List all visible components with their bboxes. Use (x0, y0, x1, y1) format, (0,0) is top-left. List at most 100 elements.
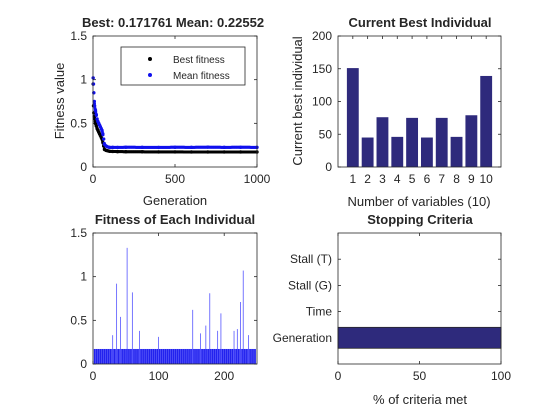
p3-y-tick-label: Stall (G) (288, 278, 332, 292)
p3-y-tick-label: Stall (T) (290, 252, 332, 266)
p0-x-tick-label: 1000 (244, 172, 271, 186)
p1-y-tick-label: 200 (312, 29, 332, 43)
p1-y-ticks: 0 50 100 150 200 (312, 29, 501, 174)
p1-bar (376, 117, 389, 167)
p0-axes-box (92, 35, 258, 168)
p3-x-tick-label: 100 (491, 369, 511, 383)
p2-axes-box (92, 232, 258, 365)
p1-bar (450, 136, 463, 167)
p0-legend-label-mean: Mean fitness (173, 71, 230, 82)
p0-legend-label-best: Best fitness (173, 55, 225, 66)
p1-ylabel: Current best individual (290, 36, 305, 165)
p0-x-tick-label: 0 (90, 172, 97, 186)
p1-title: Current Best Individual (348, 15, 491, 30)
p0-point-best (92, 117, 97, 121)
p1-x-tick-label: 6 (424, 172, 431, 186)
p0-point-mean (101, 137, 106, 141)
p3-bar (337, 326, 502, 349)
p0-point-best (206, 150, 210, 154)
p0-point-best (93, 121, 98, 126)
p0-point-mean (156, 145, 161, 150)
p0-point-best (115, 149, 120, 154)
p1-x-tick-label: 10 (480, 172, 494, 186)
p0-title: Best: 0.171761 Mean: 0.22552 (82, 15, 264, 30)
p0-y-tick-label: 1 (80, 73, 87, 87)
p1-y-tick-label: 150 (312, 62, 332, 76)
p2-x-tick-label: 200 (214, 369, 234, 383)
p0-point-mean (95, 117, 99, 121)
p1-xlabel: Number of variables (10) (347, 194, 490, 209)
p0-x-tick-label: 500 (165, 172, 185, 186)
p0-legend-marker-best (148, 57, 152, 61)
p0-point-best (156, 150, 161, 154)
p0-point-mean (101, 132, 105, 136)
p1-x-tick-label: 1 (349, 172, 356, 186)
p1-y-tick-label: 0 (325, 160, 332, 174)
p0-point-mean (238, 145, 243, 149)
p0-point-best (110, 149, 115, 154)
panel-stopping-criteria: Stopping Criteria % of criteria met Stal… (273, 212, 512, 407)
p1-bar (346, 68, 359, 167)
p0-point-best (94, 124, 98, 128)
p1-x-tick-label: 9 (468, 172, 475, 186)
p0-point-best (238, 150, 243, 154)
p3-x-tick-label: 50 (413, 369, 427, 383)
p0-point-mean (91, 82, 96, 86)
p3-axes-box (337, 232, 502, 365)
p0-point-mean (107, 145, 112, 150)
p2-y-tick-label: 0.5 (70, 313, 87, 327)
p0-point-mean (124, 145, 128, 149)
p1-y-tick-label: 50 (319, 127, 333, 141)
p3-x-tick-label: 0 (335, 369, 342, 383)
p2-y-ticks: 0 0.5 1 1.5 (70, 226, 257, 371)
p1-x-tick-label: 7 (438, 172, 445, 186)
p0-y-tick-label: 0.5 (70, 116, 87, 130)
p1-x-tick-label: 4 (394, 172, 401, 186)
p0-point-best (124, 150, 128, 154)
p0-point-best (189, 150, 194, 154)
p0-point-mean (92, 99, 97, 104)
p0-point-best (107, 149, 112, 153)
p0-xlabel: Generation (143, 193, 207, 208)
p3-x-ticks: 0 50 100 (335, 233, 511, 383)
p0-x-ticks: 0 500 1000 (90, 36, 271, 186)
p1-bar (361, 137, 374, 167)
p2-y-tick-label: 1 (80, 270, 87, 284)
p0-point-mean (110, 145, 115, 150)
p2-x-tick-label: 0 (90, 369, 97, 383)
p0-point-best (222, 150, 226, 154)
p1-bar (480, 75, 493, 167)
p0-y-tick-label: 1.5 (70, 29, 87, 43)
panel-current-best-individual: Current Best Individual Current best ind… (290, 15, 502, 209)
p0-point-mean (100, 128, 104, 133)
p1-x-tick-label: 8 (453, 172, 460, 186)
p0-point-mean (94, 112, 98, 117)
p2-x-tick-label: 100 (149, 369, 169, 383)
p1-axes-box (337, 35, 502, 168)
p1-bar (420, 137, 433, 167)
p0-legend: Best fitness Mean fitness (120, 46, 246, 86)
p0-point-mean (92, 104, 97, 108)
p0-y-tick-label: 0 (80, 160, 87, 174)
p0-point-mean (115, 145, 120, 150)
p0-point-mean (140, 145, 144, 150)
p0-point-best (140, 150, 144, 154)
panel-fitness-value: Best: 0.171761 Mean: 0.22552 Fitness val… (52, 15, 271, 208)
p0-point-mean (189, 145, 194, 150)
p0-point-best (173, 150, 177, 154)
p0-point-mean (222, 145, 226, 150)
p2-y-tick-label: 0 (80, 357, 87, 371)
panel-fitness-each-individual: Fitness of Each Individual 0 0.5 1 1.5 0 100… (70, 212, 258, 383)
p1-y-tick-label: 100 (312, 95, 332, 109)
p1-x-tick-label: 2 (364, 172, 371, 186)
p0-point-mean (93, 108, 98, 112)
p3-title: Stopping Criteria (367, 212, 473, 227)
p2-x-ticks: 0 100 200 (90, 233, 235, 383)
p0-legend-box (120, 46, 246, 86)
p3-y-tick-label: Generation (273, 331, 332, 345)
p2-marks (93, 247, 256, 364)
p2-baseline-bars (94, 348, 256, 364)
p3-xlabel: % of criteria met (373, 392, 467, 407)
p1-bar (391, 136, 404, 167)
